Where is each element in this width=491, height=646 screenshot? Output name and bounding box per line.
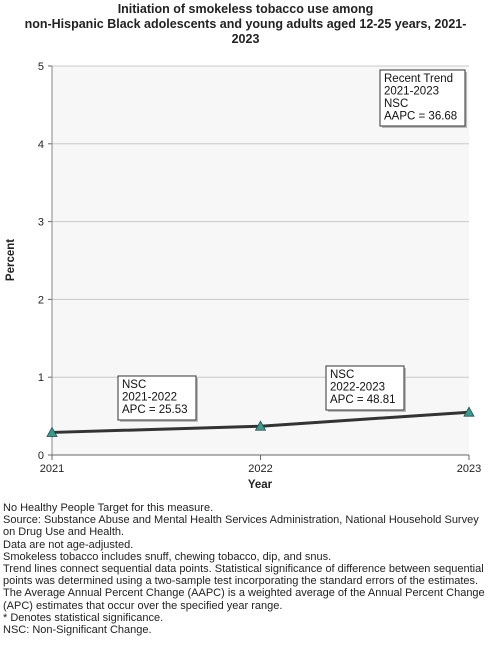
annotation-text: 2021-2023 [384, 86, 439, 98]
annotation-text: 2021-2022 [122, 392, 177, 404]
data-point-marker[interactable] [463, 406, 475, 417]
chart-title-line: Initiation of smokeless tobacco use amon… [117, 2, 374, 16]
annotation-text: NSC [330, 369, 354, 381]
annotation-text: AAPC = 36.68 [384, 111, 457, 123]
data-point-marker[interactable] [46, 426, 58, 437]
footnote: Data are not age-adjusted. [3, 538, 134, 551]
footnotes: No Healthy People Target for this measur… [3, 502, 491, 636]
annotation-text: 2022-2023 [330, 382, 385, 394]
annotation-text: Recent Trend [384, 73, 453, 85]
footnote: Source: Substance Abuse and Mental Healt… [3, 514, 479, 539]
y-tick-label: 3 [38, 217, 44, 229]
x-axis-title: Year [248, 479, 273, 491]
annotation-text: NSC [384, 98, 408, 110]
chart-title-line: non-Hispanic Black adolescents and young… [24, 17, 467, 31]
annotation-frame [325, 365, 405, 411]
y-tick-label: 1 [38, 372, 44, 384]
annotation-text: NSC [122, 379, 146, 391]
x-tick-label: 2022 [248, 463, 272, 475]
y-tick-label: 2 [38, 294, 44, 306]
y-tick-label: 4 [38, 139, 44, 151]
footnote: The Average Annual Percent Change (AAPC)… [3, 587, 485, 612]
y-axis-title: Percent [5, 239, 17, 281]
x-tick-label: 2023 [457, 463, 481, 475]
footnote: NSC: Non-Significant Change. [3, 624, 152, 637]
chart-title-line: 2023 [231, 32, 260, 46]
annotation-frame [117, 375, 197, 421]
data-point-marker[interactable] [254, 420, 267, 431]
footnote: No Healthy People Target for this measur… [3, 502, 214, 514]
footnote: * Denotes statistical significance. [3, 611, 164, 624]
annotation-text: APC = 25.53 [122, 404, 188, 416]
annotation-frame [379, 69, 466, 127]
footnote: Trend lines connect sequential data poin… [3, 563, 484, 588]
x-tick-label: 2021 [40, 463, 64, 475]
footnote: Smokeless tobacco includes snuff, chewin… [3, 550, 332, 563]
chart-title: Initiation of smokeless tobacco use amon… [0, 2, 491, 47]
y-tick-label: 0 [38, 450, 44, 462]
y-tick-label: 5 [38, 61, 44, 73]
annotation-text: APC = 48.81 [330, 394, 396, 406]
